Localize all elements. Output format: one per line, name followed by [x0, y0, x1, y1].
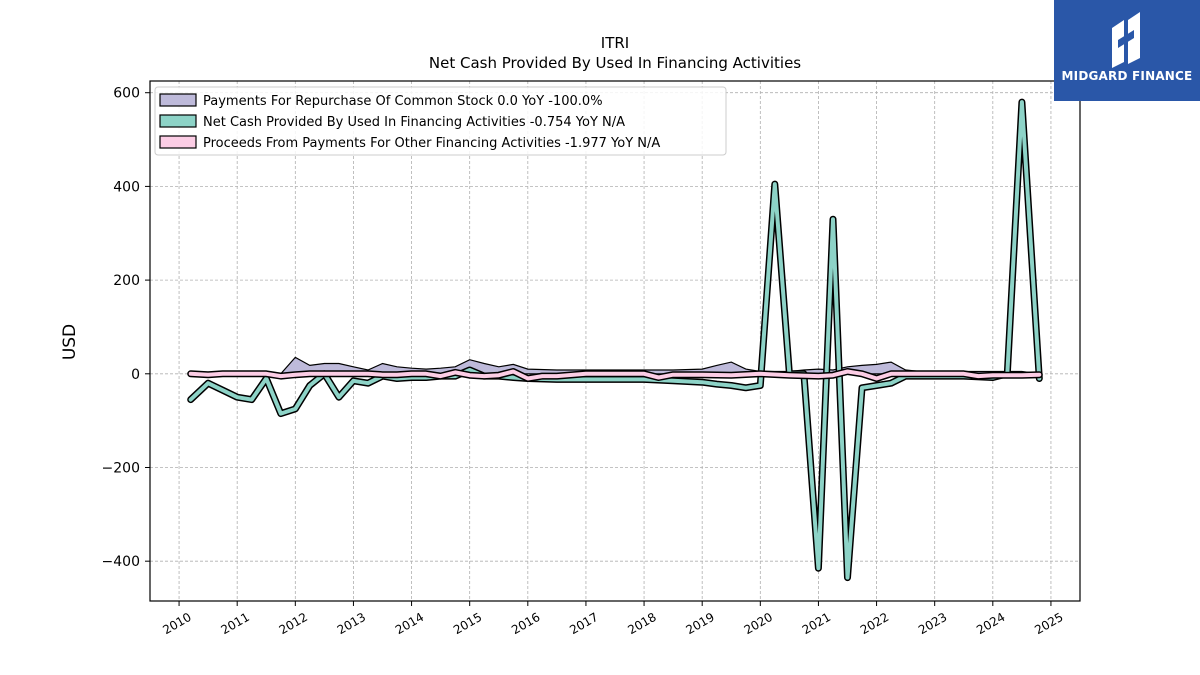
- y-axis-label: USD: [60, 324, 80, 360]
- series-line-other-financing: [188, 369, 1042, 381]
- chart-subtitle: Net Cash Provided By Used In Financing A…: [429, 54, 801, 72]
- x-tick-label: 2017: [567, 610, 600, 637]
- legend-swatch-net-cash: [159, 114, 197, 128]
- y-tick-label: 400: [113, 179, 140, 195]
- x-tick-label: 2010: [160, 610, 193, 637]
- series-line-net-cash: [188, 100, 1042, 580]
- legend-swatch-repurchase: [159, 93, 197, 107]
- legend: Payments For Repurchase Of Common Stock …: [154, 86, 727, 156]
- y-tick-label: 600: [113, 86, 140, 102]
- series-layer: [187, 98, 1043, 582]
- x-tick-label: 2014: [393, 610, 426, 637]
- x-tick-label: 2015: [451, 610, 484, 637]
- legend-frame: [154, 86, 727, 156]
- legend-label-net-cash: Net Cash Provided By Used In Financing A…: [203, 115, 625, 130]
- y-axis-ticks: 600 400 200 0 −200 −400: [102, 86, 150, 570]
- legend-label-repurchase: Payments For Repurchase Of Common Stock …: [203, 94, 603, 109]
- y-tick-label: −400: [102, 554, 140, 570]
- chart-title: ITRI: [601, 34, 629, 52]
- logo-text: MIDGARD FINANCE: [1061, 69, 1193, 83]
- x-tick-label: 2012: [277, 610, 310, 637]
- x-tick-label: 2011: [218, 610, 251, 637]
- x-tick-label: 2020: [742, 610, 775, 637]
- x-tick-label: 2022: [858, 610, 891, 637]
- y-tick-label: 0: [131, 367, 140, 383]
- legend-swatch-other-financing: [159, 135, 197, 149]
- y-tick-label: 200: [113, 273, 140, 289]
- legend-label-other-financing: Proceeds From Payments For Other Financi…: [203, 136, 660, 151]
- x-tick-label: 2021: [800, 610, 833, 637]
- x-tick-label: 2013: [335, 610, 368, 637]
- grid-lines: [150, 81, 1080, 601]
- midgard-finance-logo: MIDGARD FINANCE: [1054, 0, 1200, 101]
- x-tick-label: 2023: [916, 610, 949, 637]
- x-tick-label: 2018: [625, 610, 658, 637]
- series-line-net-cash-outline: [187, 98, 1043, 582]
- x-tick-label: 2019: [683, 610, 716, 637]
- y-tick-label: −200: [102, 460, 140, 476]
- x-tick-label: 2025: [1032, 610, 1065, 637]
- plot-area-frame: [149, 80, 1081, 602]
- x-tick-label: 2024: [974, 610, 1007, 637]
- x-axis-ticks: 2010 2011 2012 2013 2014 2015 2016 2017 2018 2019…: [160, 601, 1066, 637]
- x-tick-label: 2016: [509, 610, 542, 637]
- midgard-logo-icon: [1112, 12, 1140, 68]
